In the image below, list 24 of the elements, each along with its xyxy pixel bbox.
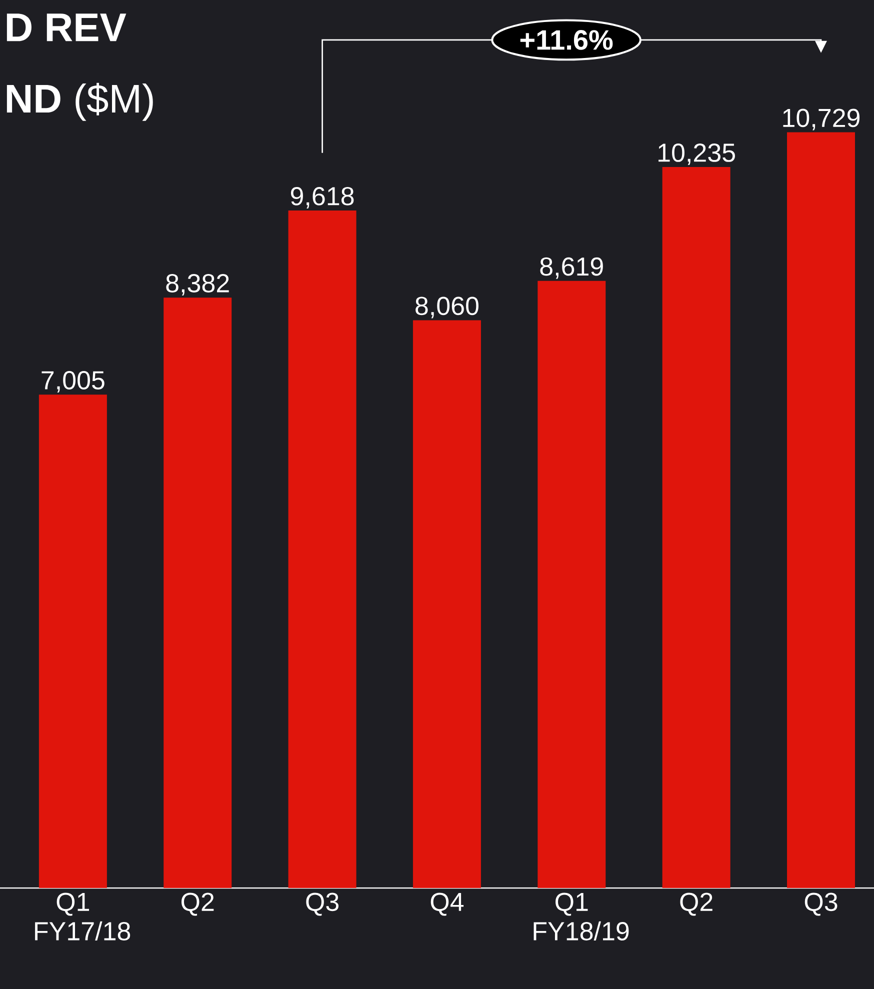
bar xyxy=(787,132,856,888)
x-tick-label: Q2 xyxy=(182,892,214,916)
x-tick-label: Q2 xyxy=(680,892,712,916)
text: +11.6% xyxy=(520,30,613,50)
chart-title: D REV xyxy=(6,14,126,42)
x-tick-label: Q3 xyxy=(306,892,338,916)
data-label: 8,619 xyxy=(540,257,603,279)
x-tick-label: Q1 FY17/18 xyxy=(35,892,130,940)
data-label: 9,618 xyxy=(290,186,354,208)
bar xyxy=(164,298,232,888)
bar xyxy=(538,280,606,888)
x-tick-label: Q3 xyxy=(804,892,838,916)
bar xyxy=(662,167,730,888)
chart-subtitle: ND ($M) xyxy=(6,82,153,121)
data-label: 7,005 xyxy=(42,371,104,393)
x-tick-label: Q4 xyxy=(430,892,464,916)
x-tick-label: Q1 FY18/19 xyxy=(534,892,629,940)
data-label: 10,729 xyxy=(783,108,860,130)
data-label: 8,060 xyxy=(416,296,478,318)
bar xyxy=(38,394,107,888)
bar xyxy=(288,210,356,888)
data-label: 10,235 xyxy=(658,144,735,166)
bar xyxy=(412,320,481,888)
data-label: 8,382 xyxy=(166,274,229,296)
